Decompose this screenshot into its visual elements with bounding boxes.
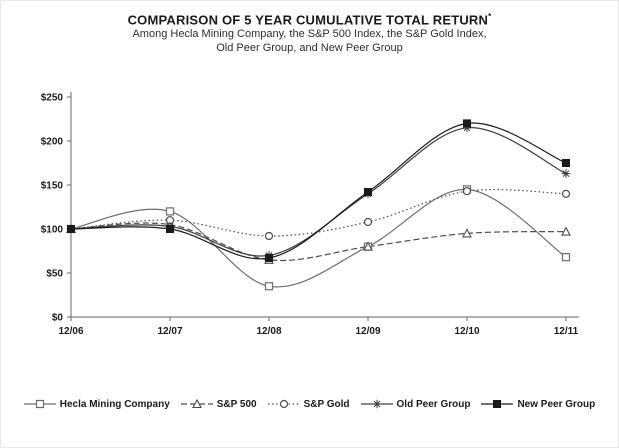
filled-square-marker [265,254,273,263]
legend-item: Old Peer Group [360,398,471,410]
y-tick-label: $50 [46,269,63,280]
filled-square-marker [364,188,372,197]
asterisk-marker [373,400,380,408]
filled-square-marker [166,225,174,234]
triangle-marker [191,399,202,409]
x-tick-label: 12/11 [554,326,579,337]
triangle-marker [462,228,472,238]
legend-label: Hecla Mining Company [59,398,170,410]
filled-square-marker [463,119,471,128]
chart-legend: Hecla Mining Company S&P 500 S&P Gold Old P… [1,398,618,410]
legend-item: S&P Gold [267,398,350,410]
legend-marker-sample [23,400,56,409]
legend-marker-sample [267,400,300,409]
y-tick-label: $250 [41,93,64,104]
legend-label: S&P 500 [216,398,257,410]
filled-square-marker [562,159,570,168]
legend-marker-sample [481,400,514,409]
legend-marker-sample [360,400,393,409]
legend-label: New Peer Group [517,398,596,410]
triangle-marker [561,226,571,236]
open-circle-marker [279,400,288,409]
legend-marker-sample [180,399,213,409]
x-tick-label: 12/09 [355,326,380,337]
series-line [70,122,567,260]
y-tick-label: $100 [41,225,64,236]
legend-item: S&P 500 [180,398,257,410]
series-line [70,189,567,288]
x-tick-label: 12/08 [256,326,281,337]
legend-item: New Peer Group [481,398,595,410]
legend-item: Hecla Mining Company [23,398,170,410]
asterisk-marker [562,170,570,178]
triangle-marker [363,241,373,251]
open-circle-marker [264,232,274,241]
series-line [70,222,567,262]
chart-subtitle-line-2: Old Peer Group, and New Peer Group [216,42,403,55]
series-line [70,189,567,237]
legend-label: S&P Gold [303,398,350,410]
chart-title-footnote-mark: * [488,12,492,21]
y-tick-label: $150 [41,181,64,192]
chart-title-text: COMPARISON OF 5 YEAR CUMULATIVE TOTAL RE… [127,12,489,28]
x-tick-label: 12/10 [454,326,479,337]
open-circle-marker [561,190,571,199]
filled-square-marker [493,400,502,409]
legend-label: Old Peer Group [396,398,471,410]
open-circle-marker [363,218,373,227]
chart-title: COMPARISON OF 5 YEAR CUMULATIVE TOTAL RE… [1,1,618,27]
open-square-marker [264,282,274,291]
open-square-marker [35,400,44,409]
chart-area: $0 $50 $100 $150 $200 $250 12/06 12/07 12/08 12/0… [1,87,618,348]
x-tick-label: 12/07 [157,326,182,337]
y-tick-label: $200 [41,137,64,148]
open-square-marker [165,207,175,216]
filled-square-marker [67,225,75,234]
line-chart: $0 $50 $100 $150 $200 $250 12/06 12/07 12/08 12/0… [41,92,579,337]
open-square-marker [561,253,571,262]
x-tick-label: 12/06 [58,326,83,337]
open-circle-marker [462,187,472,196]
chart-subtitle-line-1: Among Hecla Mining Company, the S&P 500 … [132,28,487,41]
series-line [70,127,567,257]
y-tick-label: $0 [52,313,64,324]
